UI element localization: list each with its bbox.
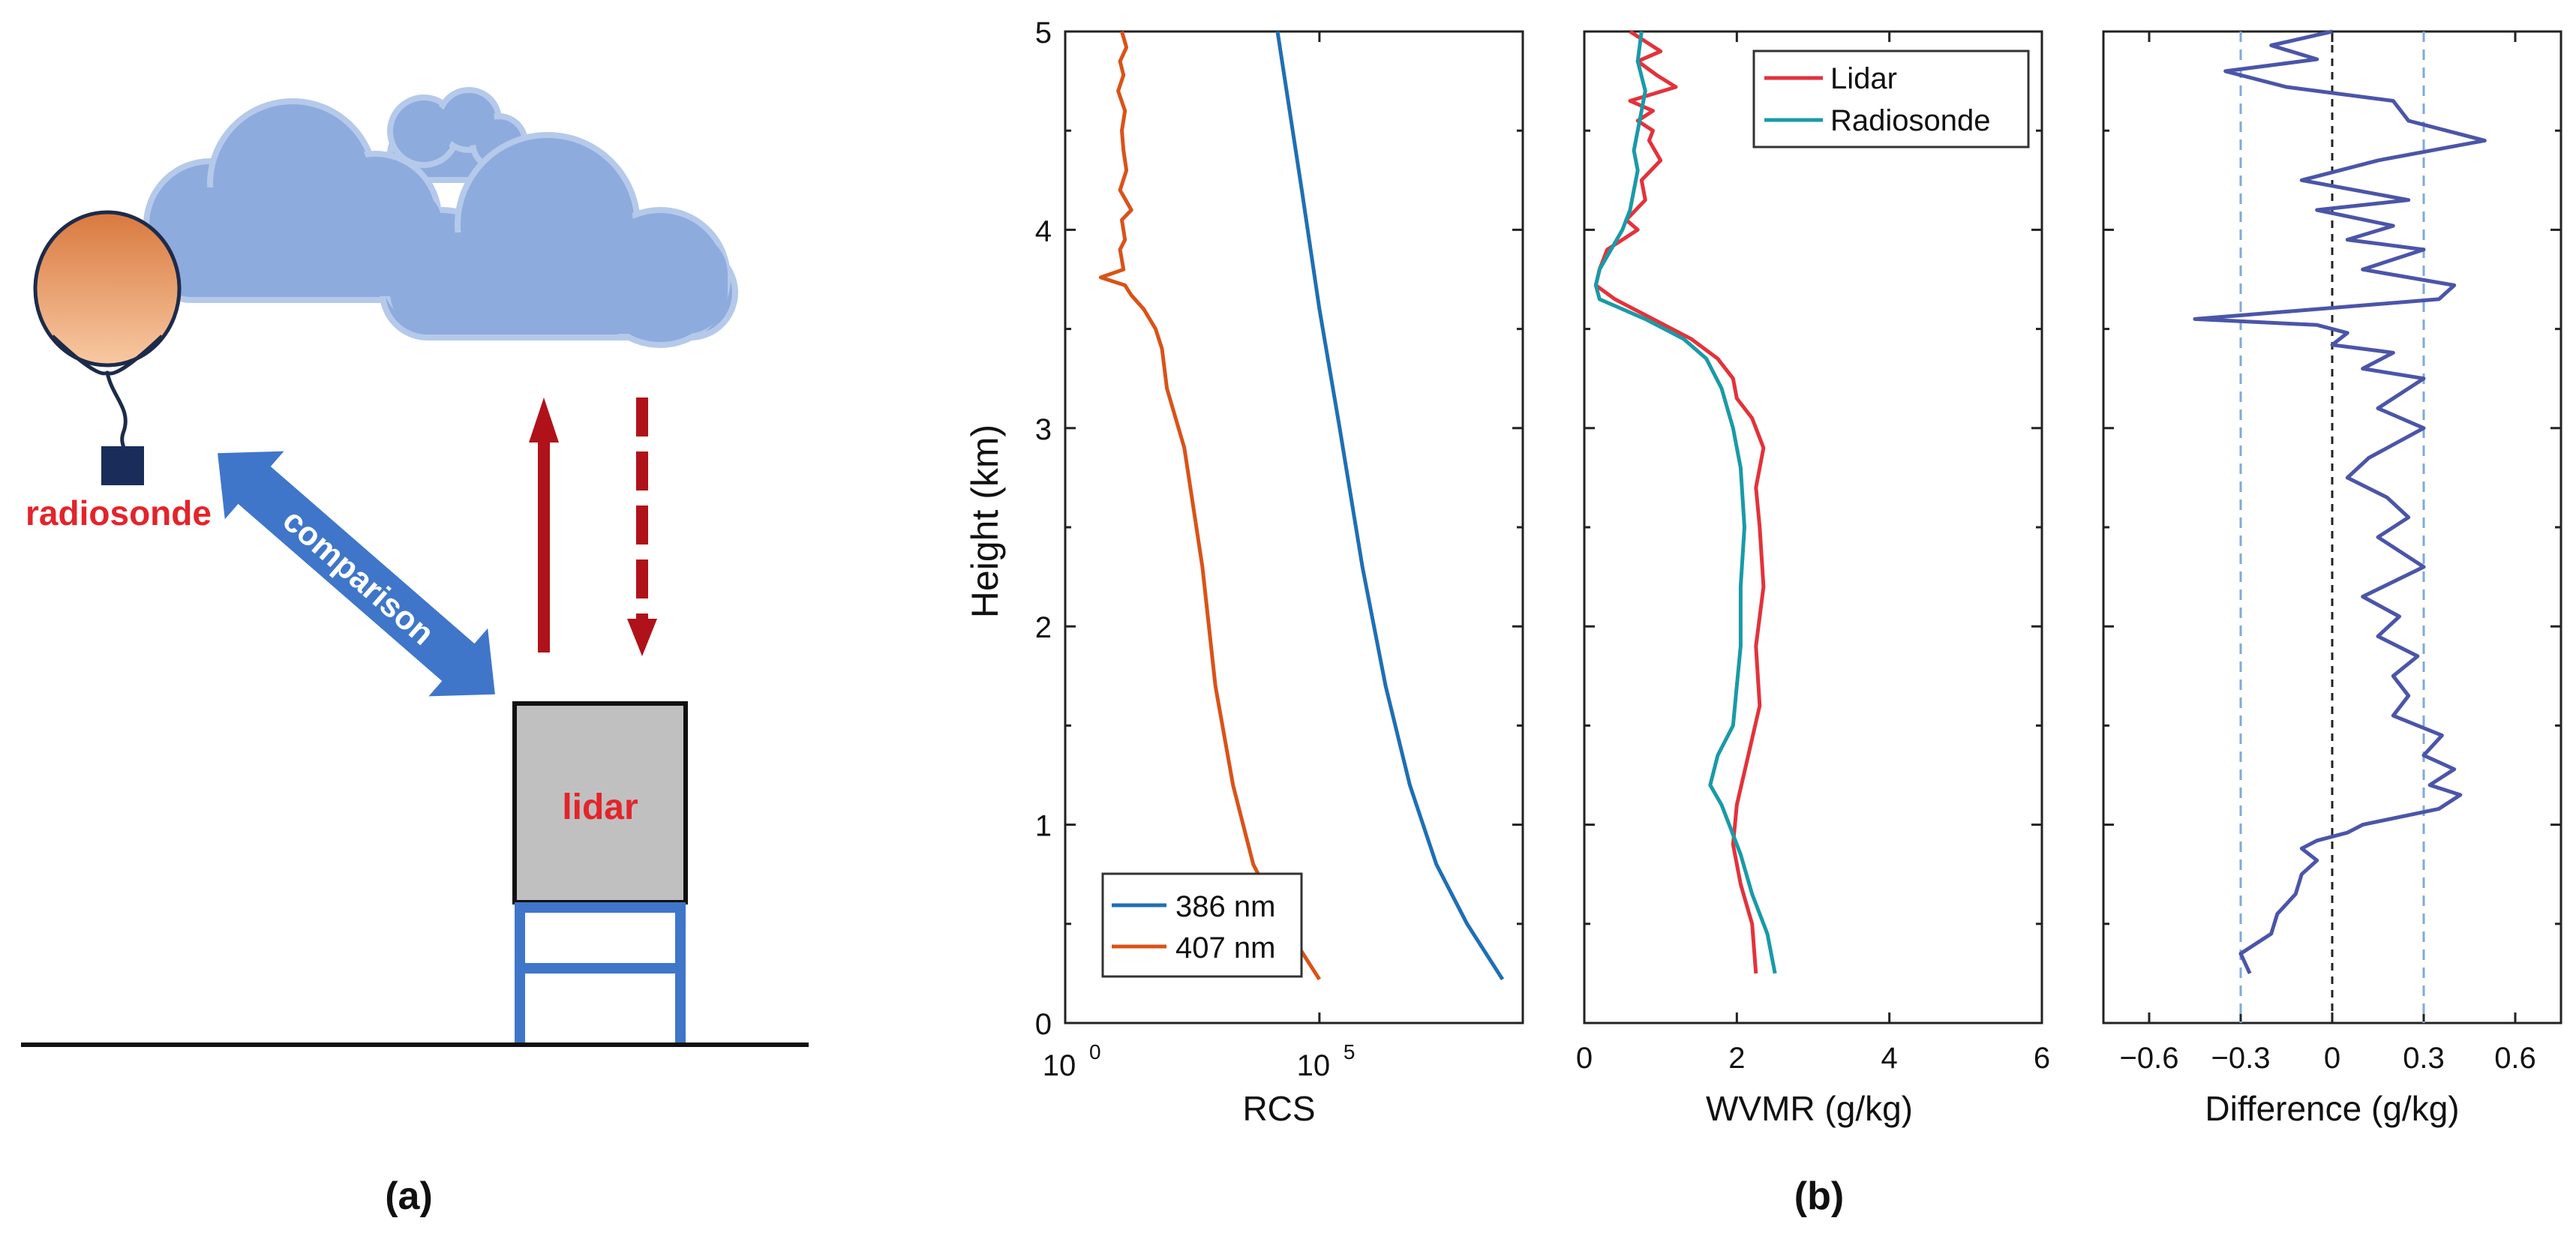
panel-b-caption: (b) — [1794, 1174, 1844, 1218]
chart-wvmr: 0 2 4 6 WVMR (g/kg) Lidar Radiosonde — [1576, 29, 2050, 1128]
x-axis-label-rcs: RCS — [1242, 1089, 1315, 1128]
series-lines — [2193, 29, 2487, 974]
plot-frame — [1583, 30, 2043, 1024]
tick-labels: 0 2 4 6 — [1576, 1042, 2050, 1075]
x-tick-label: 0 — [1576, 1042, 1593, 1075]
x-tick-label: 6 — [2034, 1042, 2050, 1075]
x-tick-label: 0.3 — [2403, 1042, 2445, 1075]
series-line-386-nm — [1275, 31, 1505, 981]
y-tick-label: 0 — [1035, 1008, 1052, 1041]
y-tick-label: 5 — [1035, 16, 1052, 50]
y-tick-label: 3 — [1035, 413, 1052, 446]
x-tick-label: 10 — [1043, 1049, 1076, 1082]
return-signal-arrow-icon — [627, 398, 657, 656]
legend-label-386: 386 nm — [1175, 890, 1275, 923]
lidar-label: lidar — [562, 788, 638, 827]
reference-lines — [2239, 32, 2425, 1023]
series-line-407-nm — [1098, 31, 1322, 981]
lidar-instrument: lidar — [512, 701, 688, 1045]
chart-difference: −0.6 −0.3 0 0.3 0.6 Difference (g/kg) — [2102, 29, 2562, 1128]
legend-rcs: 386 nm 407 nm — [1101, 872, 1303, 978]
x-tick-label-exponent: 5 — [1344, 1040, 1356, 1064]
x-tick-label: −0.6 — [2120, 1042, 2179, 1075]
x-tick-label: 4 — [1881, 1042, 1898, 1075]
laser-up-arrow-icon — [529, 398, 559, 652]
x-tick-label: 0 — [2324, 1042, 2340, 1075]
legend-label-407: 407 nm — [1175, 932, 1275, 964]
x-tick-label-exponent: 0 — [1089, 1040, 1101, 1064]
plot-frame — [1064, 30, 1524, 1024]
panel-a-caption: (a) — [385, 1174, 433, 1218]
legend-wvmr: Lidar Radiosonde — [1752, 50, 2030, 148]
axis-ticks — [1583, 30, 2043, 1024]
chart-rcs: 0 1 2 3 4 5 10 0 10 5 RCS 386 nm 407 nm — [1035, 16, 1524, 1128]
panel-b-charts: Height (km) 0 1 2 3 4 5 10 0 10 5 RCS 386 nm 407 … — [964, 16, 2562, 1218]
series-lines — [1098, 31, 1505, 981]
x-tick-label: −0.3 — [2211, 1042, 2271, 1075]
x-tick-label: 10 — [1297, 1049, 1331, 1082]
x-tick-label: 2 — [1728, 1042, 1745, 1075]
radiosonde-label: radiosonde — [26, 494, 212, 532]
tick-labels: 0 1 2 3 4 5 10 0 10 5 — [1035, 16, 1356, 1082]
panel-a-diagram: radiosonde comparison lidar (a) — [21, 87, 809, 1218]
y-tick-label: 2 — [1035, 611, 1052, 644]
y-axis-label: Height (km) — [964, 424, 1006, 618]
comparison-label: comparison — [276, 502, 441, 652]
x-axis-label-difference: Difference (g/kg) — [2205, 1089, 2459, 1128]
legend-label-radiosonde: Radiosonde — [1830, 104, 1991, 137]
x-axis-label-wvmr: WVMR (g/kg) — [1706, 1089, 1913, 1128]
series-line-difference — [2193, 29, 2487, 974]
x-tick-label: 0.6 — [2494, 1042, 2536, 1075]
balloon-icon — [33, 210, 182, 485]
axis-ticks — [1064, 30, 1523, 1024]
legend-label-lidar: Lidar — [1830, 62, 1897, 95]
series-lines — [1593, 29, 1777, 974]
tick-labels: −0.6 −0.3 0 0.3 0.6 — [2120, 1042, 2536, 1075]
comparison-arrow: comparison — [218, 451, 495, 697]
y-tick-label: 1 — [1035, 810, 1052, 843]
y-tick-label: 4 — [1035, 214, 1052, 248]
series-line-radiosonde — [1593, 31, 1777, 974]
